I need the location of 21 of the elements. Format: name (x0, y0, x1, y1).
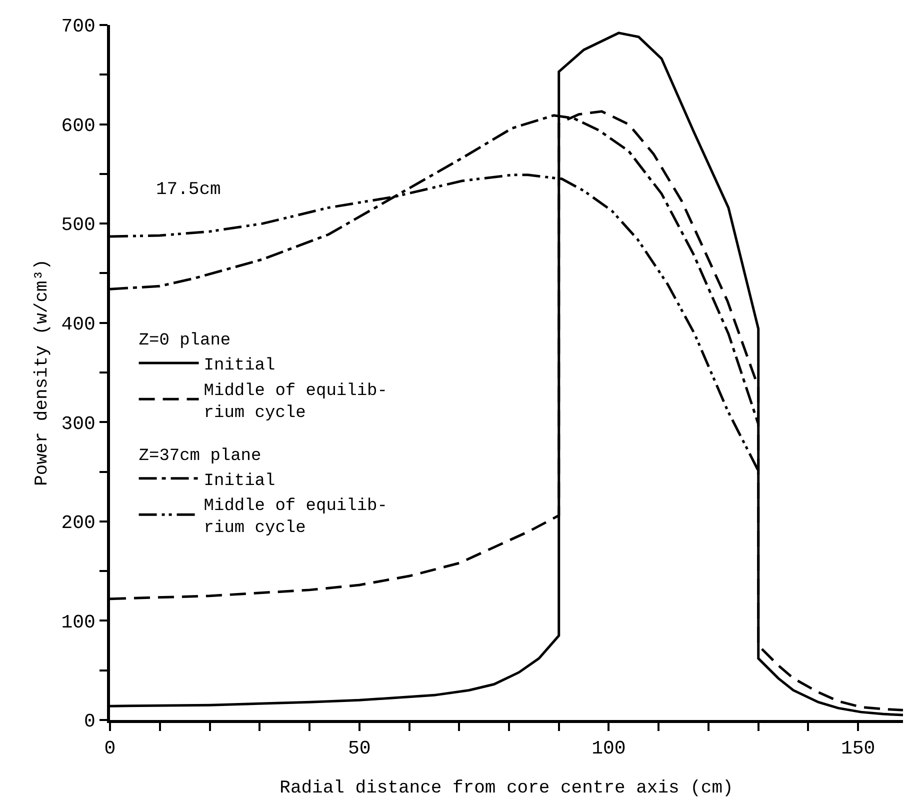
legend-label: Initial (204, 356, 276, 376)
y-tick-label: 0 (84, 710, 96, 733)
y-tick-label: 400 (61, 314, 96, 336)
x-tick-label: 0 (104, 738, 116, 760)
legend-label: Initial (204, 472, 276, 492)
y-axis-title: Power density (w/cm³) (32, 259, 52, 486)
legend-label: Middle of equilib- rium cycle (204, 382, 388, 423)
y-tick-label: 500 (61, 214, 96, 236)
annotation: Z=37cm plane (138, 446, 262, 466)
annotation: Z=0 plane (138, 332, 231, 351)
y-tick-label: 300 (61, 412, 96, 435)
y-tick-label: 600 (61, 114, 96, 137)
x-tick-label: 50 (348, 738, 371, 760)
x-tick-label: 150 (841, 738, 876, 760)
y-tick-label: 700 (61, 16, 96, 38)
x-axis-title: Radial distance from core centre axis (cm) (280, 778, 734, 799)
x-tick-label: 100 (592, 738, 626, 760)
y-tick-label: 100 (61, 611, 96, 634)
annotation: 17.5cm (156, 180, 221, 200)
y-tick-label: 200 (61, 512, 96, 534)
legend-label: Middle of equilib- rium cycle (204, 497, 388, 538)
